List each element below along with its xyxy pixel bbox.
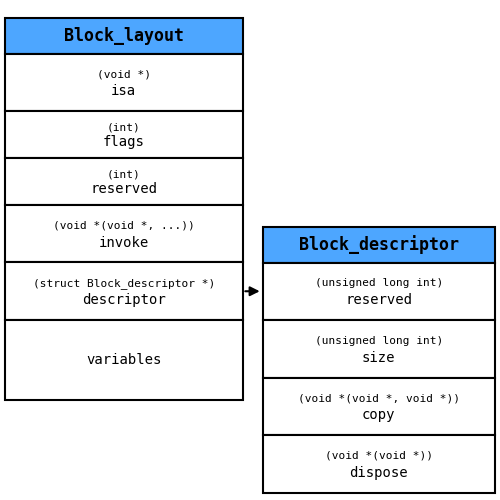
Bar — [262, 435, 495, 492]
Text: variables: variables — [86, 353, 162, 367]
Text: dispose: dispose — [350, 466, 408, 480]
Text: isa: isa — [111, 84, 136, 98]
Text: (unsigned long int): (unsigned long int) — [314, 278, 443, 288]
Text: (int): (int) — [107, 170, 140, 180]
Text: (int): (int) — [107, 123, 140, 133]
Text: (unsigned long int): (unsigned long int) — [314, 336, 443, 345]
Bar — [5, 158, 242, 205]
Text: reserved: reserved — [346, 294, 412, 308]
Text: invoke: invoke — [98, 236, 149, 250]
Bar — [5, 18, 242, 54]
Text: Block_layout: Block_layout — [64, 26, 184, 44]
Text: size: size — [362, 351, 396, 365]
Text: (void *): (void *) — [97, 69, 151, 79]
Text: reserved: reserved — [90, 182, 157, 196]
Bar — [262, 262, 495, 320]
Bar — [262, 226, 495, 262]
Text: Block_descriptor: Block_descriptor — [299, 235, 459, 254]
Text: flags: flags — [103, 135, 144, 149]
Bar — [5, 54, 242, 111]
Text: descriptor: descriptor — [82, 294, 166, 308]
Text: copy: copy — [362, 408, 396, 422]
Bar — [262, 320, 495, 378]
Bar — [5, 205, 242, 262]
Text: (void *(void *, void *)): (void *(void *, void *)) — [298, 393, 460, 403]
Bar — [5, 262, 242, 320]
Text: (void *(void *)): (void *(void *)) — [325, 450, 433, 460]
Text: (void *(void *, ...)): (void *(void *, ...)) — [53, 220, 195, 230]
Bar — [262, 378, 495, 435]
Bar — [5, 111, 242, 158]
Bar — [5, 320, 242, 400]
Text: (struct Block_descriptor *): (struct Block_descriptor *) — [32, 278, 215, 288]
